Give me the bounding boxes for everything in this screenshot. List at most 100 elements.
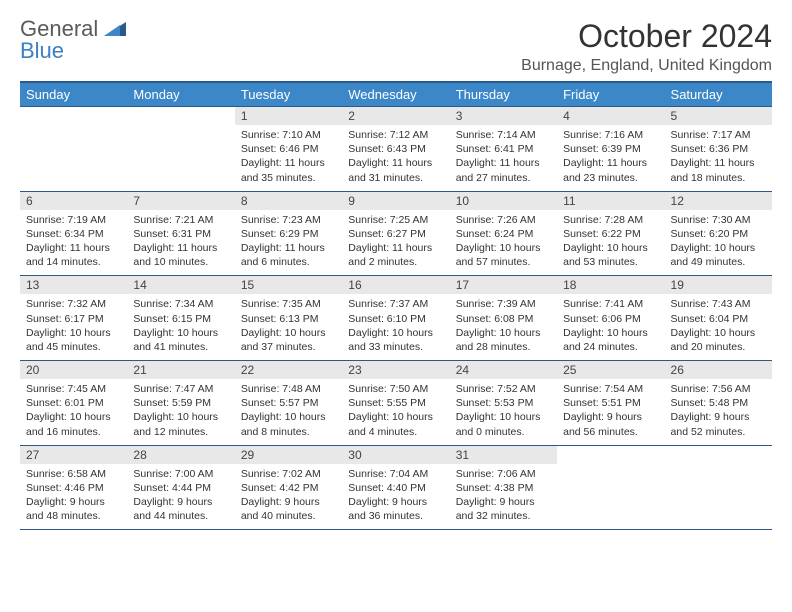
day-content-cell: Sunrise: 7:30 AMSunset: 6:20 PMDaylight:…	[665, 210, 772, 276]
day-content-cell	[127, 125, 234, 191]
daylight-text: Daylight: 10 hours and 12 minutes.	[133, 410, 228, 438]
sunset-text: Sunset: 5:59 PM	[133, 396, 228, 410]
day-number-cell: 31	[450, 445, 557, 464]
sunset-text: Sunset: 4:46 PM	[26, 481, 121, 495]
content-row: Sunrise: 7:19 AMSunset: 6:34 PMDaylight:…	[20, 210, 772, 276]
daylight-text: Daylight: 10 hours and 28 minutes.	[456, 326, 551, 354]
day-content-cell: Sunrise: 7:41 AMSunset: 6:06 PMDaylight:…	[557, 294, 664, 360]
day-number-cell: 18	[557, 276, 664, 295]
sunrise-text: Sunrise: 7:37 AM	[348, 297, 443, 311]
logo: General Blue	[20, 18, 126, 62]
day-number-cell: 10	[450, 191, 557, 210]
day-number-cell	[20, 107, 127, 126]
sunrise-text: Sunrise: 7:41 AM	[563, 297, 658, 311]
sunset-text: Sunset: 4:38 PM	[456, 481, 551, 495]
sunrise-text: Sunrise: 7:48 AM	[241, 382, 336, 396]
day-content-cell: Sunrise: 7:02 AMSunset: 4:42 PMDaylight:…	[235, 464, 342, 530]
daylight-text: Daylight: 10 hours and 24 minutes.	[563, 326, 658, 354]
sunset-text: Sunset: 6:36 PM	[671, 142, 766, 156]
daylight-text: Daylight: 10 hours and 49 minutes.	[671, 241, 766, 269]
sunset-text: Sunset: 6:20 PM	[671, 227, 766, 241]
day-number-cell: 13	[20, 276, 127, 295]
sunrise-text: Sunrise: 7:39 AM	[456, 297, 551, 311]
day-header: Tuesday	[235, 82, 342, 107]
sunset-text: Sunset: 5:48 PM	[671, 396, 766, 410]
sunrise-text: Sunrise: 7:14 AM	[456, 128, 551, 142]
day-number-cell: 26	[665, 361, 772, 380]
day-number-cell: 27	[20, 445, 127, 464]
day-content-cell: Sunrise: 7:37 AMSunset: 6:10 PMDaylight:…	[342, 294, 449, 360]
sunrise-text: Sunrise: 7:34 AM	[133, 297, 228, 311]
sunset-text: Sunset: 5:53 PM	[456, 396, 551, 410]
day-content-cell: Sunrise: 7:19 AMSunset: 6:34 PMDaylight:…	[20, 210, 127, 276]
month-title: October 2024	[521, 18, 772, 55]
day-header-row: Sunday Monday Tuesday Wednesday Thursday…	[20, 82, 772, 107]
day-content-cell: Sunrise: 7:48 AMSunset: 5:57 PMDaylight:…	[235, 379, 342, 445]
sunset-text: Sunset: 6:29 PM	[241, 227, 336, 241]
sunrise-text: Sunrise: 7:06 AM	[456, 467, 551, 481]
sunrise-text: Sunrise: 7:00 AM	[133, 467, 228, 481]
day-content-cell: Sunrise: 7:17 AMSunset: 6:36 PMDaylight:…	[665, 125, 772, 191]
daylight-text: Daylight: 10 hours and 57 minutes.	[456, 241, 551, 269]
day-content-cell	[20, 125, 127, 191]
sunrise-text: Sunrise: 7:54 AM	[563, 382, 658, 396]
sunrise-text: Sunrise: 7:56 AM	[671, 382, 766, 396]
sunset-text: Sunset: 6:46 PM	[241, 142, 336, 156]
day-number-cell	[557, 445, 664, 464]
sunset-text: Sunset: 4:44 PM	[133, 481, 228, 495]
sunset-text: Sunset: 5:55 PM	[348, 396, 443, 410]
sunset-text: Sunset: 6:17 PM	[26, 312, 121, 326]
day-number-cell: 1	[235, 107, 342, 126]
location: Burnage, England, United Kingdom	[521, 57, 772, 75]
day-content-cell: Sunrise: 7:00 AMSunset: 4:44 PMDaylight:…	[127, 464, 234, 530]
sunset-text: Sunset: 5:51 PM	[563, 396, 658, 410]
day-header: Friday	[557, 82, 664, 107]
logo-triangle-icon	[104, 18, 126, 40]
day-content-cell: Sunrise: 7:25 AMSunset: 6:27 PMDaylight:…	[342, 210, 449, 276]
day-number-cell	[127, 107, 234, 126]
sunset-text: Sunset: 6:13 PM	[241, 312, 336, 326]
sunset-text: Sunset: 4:40 PM	[348, 481, 443, 495]
daylight-text: Daylight: 10 hours and 33 minutes.	[348, 326, 443, 354]
day-number-cell: 28	[127, 445, 234, 464]
day-header: Saturday	[665, 82, 772, 107]
daylight-text: Daylight: 10 hours and 20 minutes.	[671, 326, 766, 354]
daylight-text: Daylight: 9 hours and 56 minutes.	[563, 410, 658, 438]
day-number-cell: 25	[557, 361, 664, 380]
day-content-cell: Sunrise: 7:34 AMSunset: 6:15 PMDaylight:…	[127, 294, 234, 360]
sunrise-text: Sunrise: 6:58 AM	[26, 467, 121, 481]
day-content-cell: Sunrise: 7:35 AMSunset: 6:13 PMDaylight:…	[235, 294, 342, 360]
day-content-cell: Sunrise: 7:26 AMSunset: 6:24 PMDaylight:…	[450, 210, 557, 276]
content-row: Sunrise: 7:45 AMSunset: 6:01 PMDaylight:…	[20, 379, 772, 445]
day-content-cell: Sunrise: 7:47 AMSunset: 5:59 PMDaylight:…	[127, 379, 234, 445]
sunrise-text: Sunrise: 7:10 AM	[241, 128, 336, 142]
day-number-cell: 6	[20, 191, 127, 210]
day-content-cell: Sunrise: 7:10 AMSunset: 6:46 PMDaylight:…	[235, 125, 342, 191]
day-number-cell: 21	[127, 361, 234, 380]
day-number-cell: 12	[665, 191, 772, 210]
sunrise-text: Sunrise: 7:43 AM	[671, 297, 766, 311]
day-number-cell: 5	[665, 107, 772, 126]
sunset-text: Sunset: 6:43 PM	[348, 142, 443, 156]
header: General Blue October 2024 Burnage, Engla…	[20, 18, 772, 75]
sunset-text: Sunset: 6:01 PM	[26, 396, 121, 410]
day-number-cell: 30	[342, 445, 449, 464]
sunrise-text: Sunrise: 7:23 AM	[241, 213, 336, 227]
sunrise-text: Sunrise: 7:04 AM	[348, 467, 443, 481]
sunset-text: Sunset: 6:15 PM	[133, 312, 228, 326]
day-content-cell: Sunrise: 7:50 AMSunset: 5:55 PMDaylight:…	[342, 379, 449, 445]
day-content-cell	[665, 464, 772, 530]
sunset-text: Sunset: 6:06 PM	[563, 312, 658, 326]
day-content-cell: Sunrise: 7:54 AMSunset: 5:51 PMDaylight:…	[557, 379, 664, 445]
daylight-text: Daylight: 10 hours and 8 minutes.	[241, 410, 336, 438]
daylight-text: Daylight: 11 hours and 27 minutes.	[456, 156, 551, 184]
daylight-text: Daylight: 10 hours and 0 minutes.	[456, 410, 551, 438]
daynum-row: 13141516171819	[20, 276, 772, 295]
day-number-cell: 19	[665, 276, 772, 295]
content-row: Sunrise: 7:10 AMSunset: 6:46 PM Daylight:…	[20, 125, 772, 191]
day-number-cell: 9	[342, 191, 449, 210]
day-content-cell: Sunrise: 7:16 AMSunset: 6:39 PMDaylight:…	[557, 125, 664, 191]
day-number-cell: 8	[235, 191, 342, 210]
day-content-cell: Sunrise: 7:06 AMSunset: 4:38 PMDaylight:…	[450, 464, 557, 530]
sunset-text: Sunset: 6:08 PM	[456, 312, 551, 326]
